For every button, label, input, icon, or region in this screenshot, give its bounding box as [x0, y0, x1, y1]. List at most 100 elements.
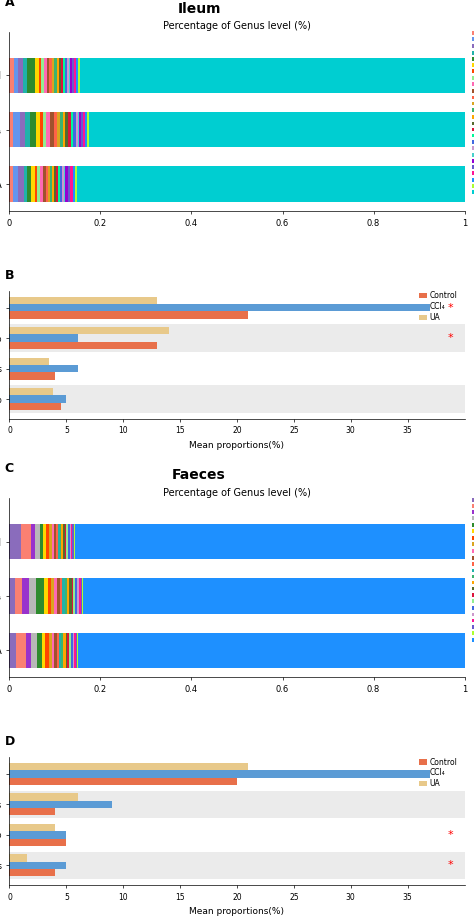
Bar	[35, 525, 39, 559]
Text: *: *	[447, 333, 453, 343]
Bar	[9, 793, 78, 801]
Bar	[69, 633, 71, 668]
Bar	[65, 58, 67, 94]
Bar	[82, 579, 83, 613]
Bar	[68, 112, 71, 148]
Bar	[9, 311, 248, 318]
Text: C: C	[5, 462, 14, 475]
Bar	[27, 166, 31, 202]
Bar	[9, 838, 66, 845]
Bar	[48, 579, 51, 613]
Bar	[27, 58, 36, 94]
Bar	[67, 579, 69, 613]
Bar	[62, 166, 64, 202]
Bar	[26, 112, 30, 148]
Bar	[35, 166, 37, 202]
Bar	[46, 633, 49, 668]
Bar	[9, 855, 27, 862]
Bar	[38, 58, 41, 94]
Bar	[56, 525, 58, 559]
Bar	[14, 58, 18, 94]
X-axis label: Mean proportions(%): Mean proportions(%)	[190, 441, 284, 450]
Bar	[9, 403, 61, 410]
Bar	[63, 525, 64, 559]
Bar	[70, 58, 72, 94]
Bar	[9, 831, 66, 838]
Bar	[46, 112, 50, 148]
Bar	[31, 525, 35, 559]
Bar	[30, 112, 36, 148]
Bar	[36, 112, 40, 148]
Bar	[47, 58, 49, 94]
Bar	[50, 166, 52, 202]
Bar	[73, 525, 74, 559]
Bar	[62, 579, 64, 613]
Bar	[77, 633, 78, 668]
Bar	[37, 166, 40, 202]
Bar	[39, 525, 44, 559]
Bar	[64, 633, 66, 668]
Bar	[72, 58, 74, 94]
Bar	[77, 579, 79, 613]
Bar	[55, 633, 56, 668]
Bar	[9, 790, 465, 818]
Bar	[85, 112, 87, 148]
Bar	[42, 633, 46, 668]
Bar	[52, 525, 54, 559]
Bar	[9, 327, 169, 335]
Bar	[56, 633, 59, 668]
Bar	[64, 579, 67, 613]
Bar	[43, 166, 46, 202]
Bar	[74, 58, 76, 94]
Bar	[9, 385, 465, 413]
Bar	[55, 58, 57, 94]
Legend: Control, CCl₄, UA: Control, CCl₄, UA	[416, 755, 461, 791]
Bar	[80, 58, 465, 94]
Bar	[75, 166, 77, 202]
Bar	[9, 579, 15, 613]
Bar	[9, 304, 430, 311]
Bar	[57, 58, 59, 94]
Bar	[52, 166, 54, 202]
Bar	[9, 358, 49, 365]
Bar	[81, 579, 82, 613]
Bar	[9, 862, 66, 869]
Bar	[54, 166, 56, 202]
Bar	[46, 525, 49, 559]
Bar	[56, 166, 58, 202]
Bar	[63, 58, 65, 94]
Text: *: *	[447, 860, 453, 870]
Bar	[9, 342, 157, 349]
Text: A: A	[5, 0, 14, 9]
Bar	[66, 525, 68, 559]
Bar	[63, 112, 65, 148]
Bar	[75, 579, 77, 613]
Bar	[78, 633, 465, 668]
Bar	[54, 525, 56, 559]
Bar	[13, 112, 19, 148]
Bar	[52, 58, 55, 94]
Bar	[9, 770, 430, 778]
Bar	[71, 525, 73, 559]
Bar	[73, 579, 75, 613]
Text: *: *	[447, 303, 453, 313]
Bar	[9, 525, 21, 559]
Bar	[89, 112, 465, 148]
Bar	[50, 112, 54, 148]
Bar	[60, 112, 63, 148]
Bar	[40, 166, 43, 202]
Bar	[70, 166, 73, 202]
Bar	[58, 166, 60, 202]
Bar	[52, 633, 55, 668]
Bar	[66, 633, 67, 668]
Bar	[68, 166, 70, 202]
Bar	[65, 112, 68, 148]
Bar	[54, 112, 57, 148]
Bar	[71, 112, 73, 148]
Bar	[68, 525, 70, 559]
Bar	[73, 112, 76, 148]
Bar	[44, 58, 47, 94]
Bar	[64, 166, 65, 202]
Text: Ileum: Ileum	[177, 2, 221, 16]
Bar	[72, 579, 73, 613]
